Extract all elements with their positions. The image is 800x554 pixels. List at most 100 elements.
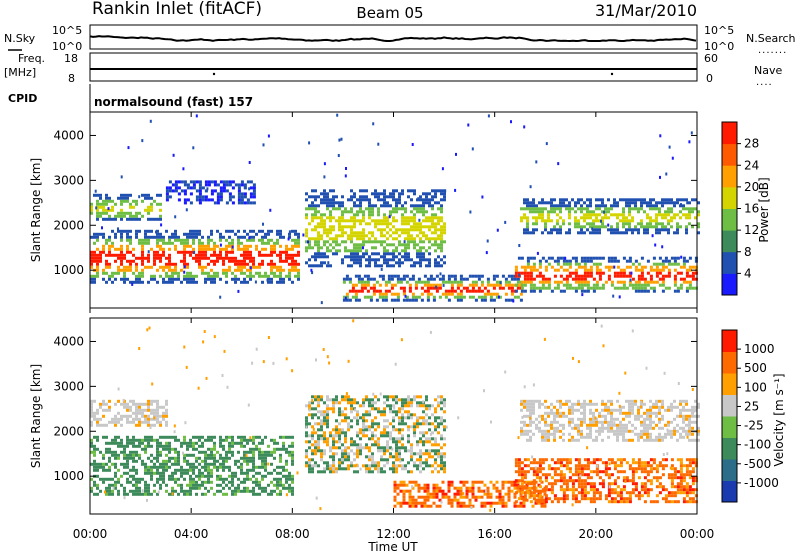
heat-cell	[634, 485, 638, 489]
heat-cell	[186, 232, 189, 236]
heat-cell	[351, 289, 355, 293]
heat-cell	[407, 440, 410, 444]
heat-cell	[658, 201, 661, 205]
heat-cell	[114, 217, 117, 221]
heat-cell	[643, 225, 646, 229]
heat-cell	[189, 271, 192, 275]
heat-cell	[419, 431, 422, 435]
heat-cell	[117, 411, 120, 415]
heat-cell	[240, 456, 243, 460]
heat-cell	[440, 467, 443, 471]
heat-cell	[329, 201, 332, 205]
heat-cell	[350, 249, 353, 253]
heat-cell	[282, 250, 285, 254]
heat-cell	[201, 244, 204, 248]
heat-cell	[601, 482, 605, 486]
heat-cell	[356, 422, 359, 426]
heat-cell	[294, 259, 297, 263]
heat-cell	[541, 467, 545, 471]
heat-cell	[153, 277, 156, 281]
heat-cell	[264, 462, 267, 466]
heat-cell	[198, 456, 201, 460]
heat-cell	[440, 264, 443, 268]
heat-cell	[434, 216, 437, 220]
heat-cell	[640, 289, 644, 293]
heat-cell	[574, 219, 577, 223]
heat-cell	[665, 172, 668, 176]
heat-cell	[526, 491, 530, 495]
heat-cell	[123, 453, 126, 457]
heat-cell	[565, 482, 569, 486]
heat-cell	[404, 416, 407, 420]
heat-cell	[105, 265, 108, 269]
heat-cell	[616, 476, 620, 480]
heat-cell	[126, 405, 129, 409]
heat-cell	[655, 219, 658, 223]
heat-cell	[141, 402, 144, 406]
heat-cell	[183, 262, 186, 266]
heat-cell	[420, 292, 424, 296]
heat-cell	[443, 464, 446, 468]
heat-cell	[279, 492, 282, 496]
heat-cell	[568, 222, 571, 226]
heat-cell	[249, 468, 252, 472]
heat-cell	[402, 289, 406, 293]
heat-cell	[153, 259, 156, 263]
heat-cell	[96, 417, 99, 421]
heat-cell	[595, 231, 598, 235]
heat-cell	[431, 189, 434, 193]
power-heatmap	[90, 113, 700, 305]
heat-cell	[117, 468, 120, 472]
heat-cell	[297, 241, 300, 245]
heat-cell	[237, 489, 240, 493]
heat-cell	[410, 398, 413, 402]
heat-cell	[326, 419, 329, 423]
heat-cell	[440, 258, 443, 262]
heat-cell	[383, 195, 386, 199]
heat-cell	[386, 258, 389, 262]
heat-cell	[353, 440, 356, 444]
heat-cell	[431, 219, 434, 223]
heat-cell	[126, 459, 129, 463]
heat-cell	[384, 280, 388, 284]
heat-cell	[180, 180, 184, 184]
heat-cell	[347, 398, 350, 402]
heat-cell	[216, 274, 219, 278]
heat-cell	[422, 252, 425, 256]
heat-cell	[359, 243, 362, 247]
heat-cell	[431, 413, 434, 417]
heat-cell	[90, 208, 93, 212]
heat-cell	[114, 253, 117, 257]
heat-cell	[613, 488, 617, 492]
heat-cell	[243, 435, 246, 439]
heat-cell	[380, 446, 383, 450]
heat-cell	[141, 238, 144, 242]
heat-cell	[541, 198, 544, 202]
heat-cell	[198, 438, 201, 442]
heat-cell	[168, 265, 171, 269]
heat-cell	[603, 210, 605, 214]
heat-cell	[688, 210, 691, 214]
heat-cell	[305, 434, 308, 438]
heat-cell	[111, 453, 114, 457]
heat-cell	[568, 458, 572, 462]
heat-cell	[595, 491, 599, 495]
heat-cell	[386, 219, 389, 223]
heat-cell	[138, 195, 141, 199]
heat-cell	[389, 422, 392, 426]
heat-cell	[297, 232, 300, 236]
heat-cell	[219, 438, 222, 442]
heat-cell	[586, 256, 590, 260]
heat-cell	[631, 482, 635, 486]
heat-cell	[538, 467, 542, 471]
heat-cell	[332, 461, 335, 465]
heat-cell	[631, 461, 635, 465]
heat-cell	[652, 458, 656, 462]
heat-cell	[276, 229, 279, 233]
heat-cell	[186, 241, 189, 245]
heat-cell	[489, 292, 493, 296]
heat-cell	[317, 470, 320, 474]
heat-cell	[359, 431, 362, 435]
heat-cell	[341, 449, 344, 453]
heat-cell	[661, 198, 664, 202]
